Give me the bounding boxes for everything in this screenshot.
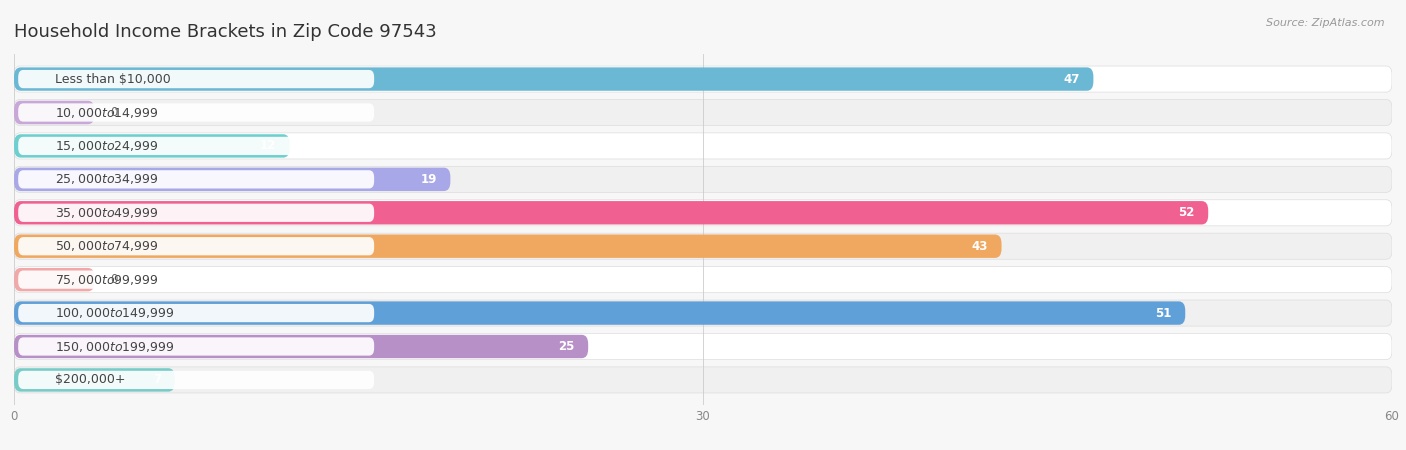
FancyBboxPatch shape [14, 268, 94, 291]
FancyBboxPatch shape [14, 168, 450, 191]
Text: $200,000+: $200,000+ [55, 374, 125, 387]
FancyBboxPatch shape [18, 237, 374, 255]
FancyBboxPatch shape [18, 338, 374, 356]
FancyBboxPatch shape [14, 200, 1392, 226]
Text: $50,000 to $74,999: $50,000 to $74,999 [55, 239, 159, 253]
Text: 12: 12 [260, 140, 276, 153]
Text: Household Income Brackets in Zip Code 97543: Household Income Brackets in Zip Code 97… [14, 23, 437, 41]
FancyBboxPatch shape [14, 166, 1392, 193]
Text: $10,000 to $14,999: $10,000 to $14,999 [55, 105, 159, 120]
FancyBboxPatch shape [18, 137, 374, 155]
FancyBboxPatch shape [14, 66, 1392, 92]
FancyBboxPatch shape [18, 304, 374, 322]
Text: $100,000 to $149,999: $100,000 to $149,999 [55, 306, 174, 320]
Text: 43: 43 [972, 240, 988, 253]
FancyBboxPatch shape [18, 70, 374, 88]
FancyBboxPatch shape [14, 234, 1001, 258]
FancyBboxPatch shape [18, 104, 374, 122]
Text: 19: 19 [420, 173, 437, 186]
Text: $25,000 to $34,999: $25,000 to $34,999 [55, 172, 159, 186]
FancyBboxPatch shape [14, 300, 1392, 326]
FancyBboxPatch shape [14, 233, 1392, 259]
Text: 7: 7 [153, 374, 162, 387]
FancyBboxPatch shape [14, 368, 174, 392]
FancyBboxPatch shape [14, 302, 1185, 325]
FancyBboxPatch shape [14, 367, 1392, 393]
Text: $150,000 to $199,999: $150,000 to $199,999 [55, 339, 174, 354]
FancyBboxPatch shape [18, 270, 374, 289]
FancyBboxPatch shape [14, 101, 94, 124]
FancyBboxPatch shape [18, 170, 374, 189]
FancyBboxPatch shape [14, 68, 1094, 91]
FancyBboxPatch shape [18, 204, 374, 222]
FancyBboxPatch shape [14, 266, 1392, 292]
Text: $15,000 to $24,999: $15,000 to $24,999 [55, 139, 159, 153]
Text: 47: 47 [1063, 72, 1080, 86]
Text: Less than $10,000: Less than $10,000 [55, 72, 170, 86]
FancyBboxPatch shape [14, 335, 588, 358]
Text: 0: 0 [111, 106, 118, 119]
FancyBboxPatch shape [14, 133, 1392, 159]
FancyBboxPatch shape [14, 99, 1392, 126]
Text: $35,000 to $49,999: $35,000 to $49,999 [55, 206, 159, 220]
Text: Source: ZipAtlas.com: Source: ZipAtlas.com [1267, 18, 1385, 28]
Text: $75,000 to $99,999: $75,000 to $99,999 [55, 273, 159, 287]
FancyBboxPatch shape [14, 201, 1208, 225]
Text: 51: 51 [1156, 306, 1171, 320]
Text: 52: 52 [1178, 206, 1195, 219]
FancyBboxPatch shape [18, 371, 374, 389]
Text: 25: 25 [558, 340, 575, 353]
FancyBboxPatch shape [14, 134, 290, 158]
FancyBboxPatch shape [14, 333, 1392, 360]
Text: 0: 0 [111, 273, 118, 286]
